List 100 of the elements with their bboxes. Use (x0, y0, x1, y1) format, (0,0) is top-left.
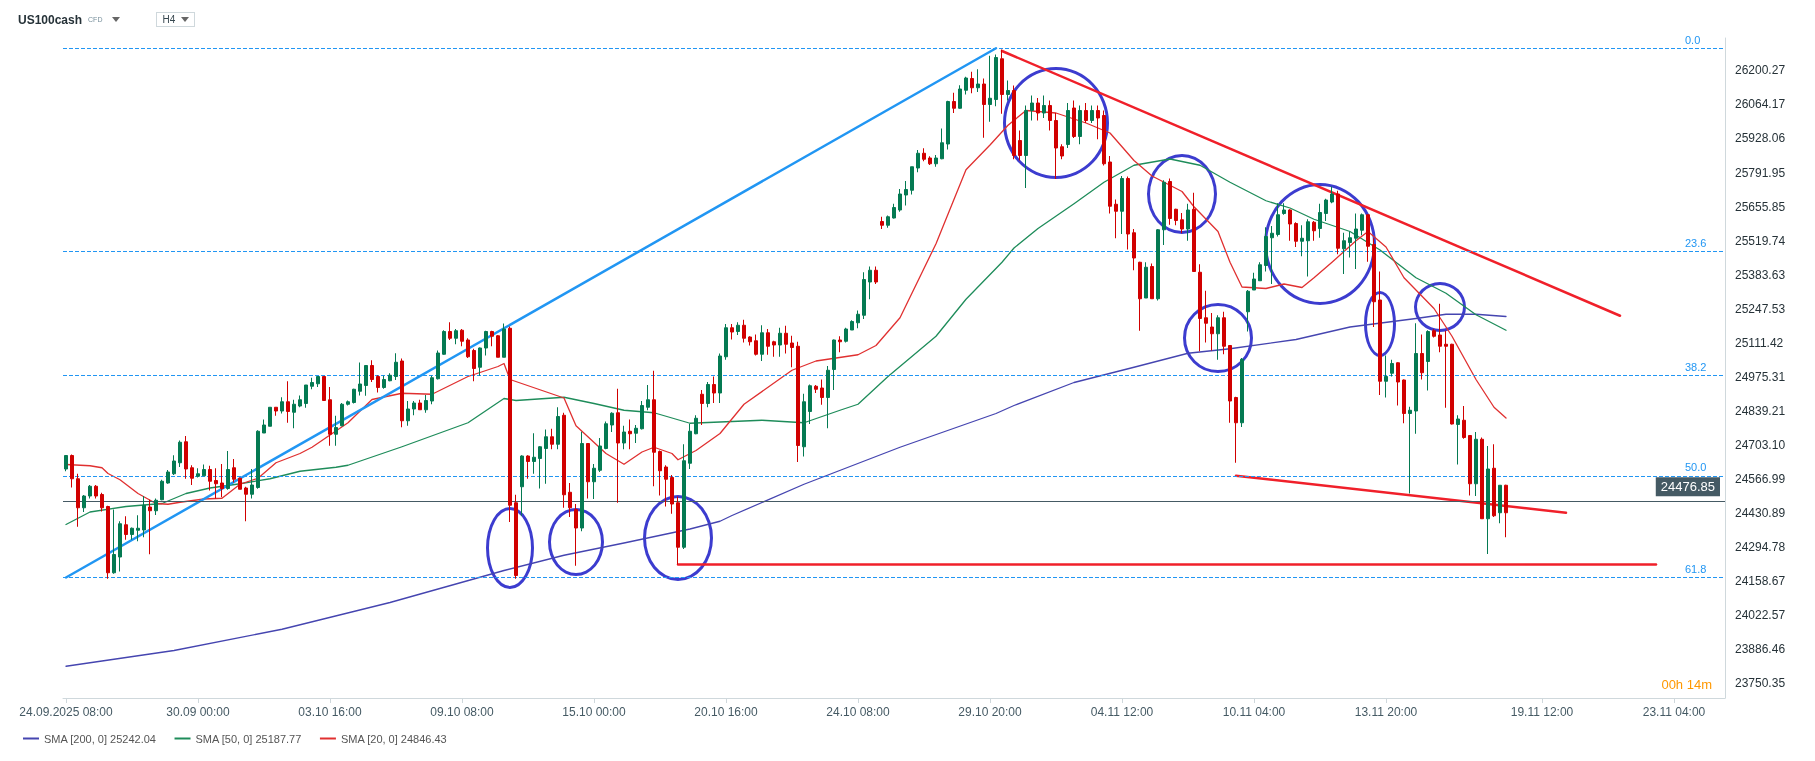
candlestick (1192, 192, 1196, 272)
candlestick (1210, 312, 1214, 351)
candlestick (76, 473, 80, 528)
candlestick (1390, 359, 1394, 377)
candlestick (502, 323, 506, 358)
candlestick (1498, 484, 1502, 524)
candlestick (1030, 95, 1034, 121)
y-tick-label: 24839.21 (1735, 403, 1786, 418)
candlestick (874, 266, 878, 285)
candlestick (1240, 357, 1244, 428)
candlestick (310, 377, 314, 390)
candlestick (400, 358, 404, 428)
candlestick (706, 381, 710, 408)
candlestick (676, 496, 680, 565)
candlestick (946, 100, 950, 150)
candlestick (1270, 225, 1274, 285)
candlestick (580, 431, 584, 532)
candlestick (1234, 396, 1238, 464)
candlestick (1138, 261, 1142, 332)
candlestick (1480, 437, 1484, 520)
candlestick (880, 216, 884, 230)
candlestick (478, 347, 482, 377)
candlestick (268, 406, 272, 427)
candlestick (958, 84, 962, 110)
candlestick (178, 440, 182, 468)
x-tick-label: 24.09.2025 08:00 (19, 705, 114, 719)
candlestick (148, 499, 152, 555)
candlestick (136, 514, 140, 542)
candlestick (1132, 228, 1136, 271)
candlestick (1324, 198, 1328, 222)
candlestick (1180, 212, 1184, 234)
y-tick-label: 24975.31 (1735, 369, 1786, 384)
candlestick (1060, 143, 1064, 160)
candlestick (652, 370, 656, 487)
candlestick (448, 321, 452, 341)
candlestick (934, 154, 938, 168)
candlestick (160, 479, 164, 501)
candlestick (976, 68, 980, 93)
candlestick (514, 494, 518, 580)
x-tick-label: 04.11 12:00 (1090, 705, 1154, 719)
candlestick (928, 155, 932, 166)
candlestick (286, 380, 290, 424)
legend-label: SMA [20, 0] 24846.43 (340, 732, 447, 745)
annotation: 23.6 (1685, 236, 1707, 249)
candlestick (1354, 213, 1358, 270)
y-tick-label: 25655.85 (1735, 199, 1786, 214)
candlestick (382, 375, 386, 390)
candlestick (964, 76, 968, 95)
y-tick-label: 25111.42 (1735, 335, 1784, 350)
candlestick (1162, 179, 1166, 246)
candlestick (442, 329, 446, 356)
candlestick (748, 335, 752, 346)
candlestick (742, 319, 746, 343)
candlestick (1492, 443, 1496, 518)
ref-line-label: 24476.85 (1660, 479, 1715, 495)
candlestick (778, 327, 782, 358)
candlestick (1090, 105, 1094, 124)
candlestick (214, 467, 218, 499)
candlestick (1306, 218, 1310, 277)
candlestick (772, 340, 776, 358)
candlestick (922, 147, 926, 162)
candlestick (226, 450, 230, 491)
candlestick (1276, 202, 1280, 237)
candlestick (124, 515, 128, 541)
candlestick (628, 419, 632, 450)
y-tick-label: 24703.10 (1735, 437, 1786, 452)
candlestick (622, 425, 626, 450)
candlestick (940, 128, 944, 160)
candlestick (1108, 155, 1112, 214)
candlestick (604, 421, 608, 450)
candlestick (328, 386, 332, 447)
candlestick (1426, 329, 1430, 391)
candlestick (1246, 289, 1250, 332)
candlestick (1006, 80, 1010, 101)
candlestick (754, 334, 758, 356)
candlestick (1126, 176, 1130, 250)
candlestick (1228, 344, 1232, 424)
y-tick-label: 26064.17 (1735, 97, 1786, 112)
candlestick (1036, 97, 1040, 121)
candlestick (472, 348, 476, 382)
candlestick (1150, 263, 1154, 300)
candlestick (838, 335, 842, 353)
candlestick (100, 492, 104, 512)
y-tick-label: 23886.46 (1735, 641, 1786, 656)
candlestick (1084, 102, 1088, 124)
candlestick (1336, 190, 1340, 255)
candlestick (682, 443, 686, 550)
candlestick (970, 71, 974, 94)
candlestick (1144, 261, 1148, 299)
candlestick (784, 325, 788, 354)
candlestick (172, 454, 176, 476)
candlestick (370, 359, 374, 383)
candlestick (1330, 186, 1334, 204)
candlestick (1300, 224, 1304, 257)
x-tick-label: 10.11 04:00 (1222, 705, 1286, 719)
candlestick (586, 443, 590, 499)
candlestick (466, 337, 470, 359)
candlestick (64, 455, 68, 472)
y-tick-label: 24294.78 (1735, 539, 1786, 554)
candlestick (154, 498, 158, 516)
